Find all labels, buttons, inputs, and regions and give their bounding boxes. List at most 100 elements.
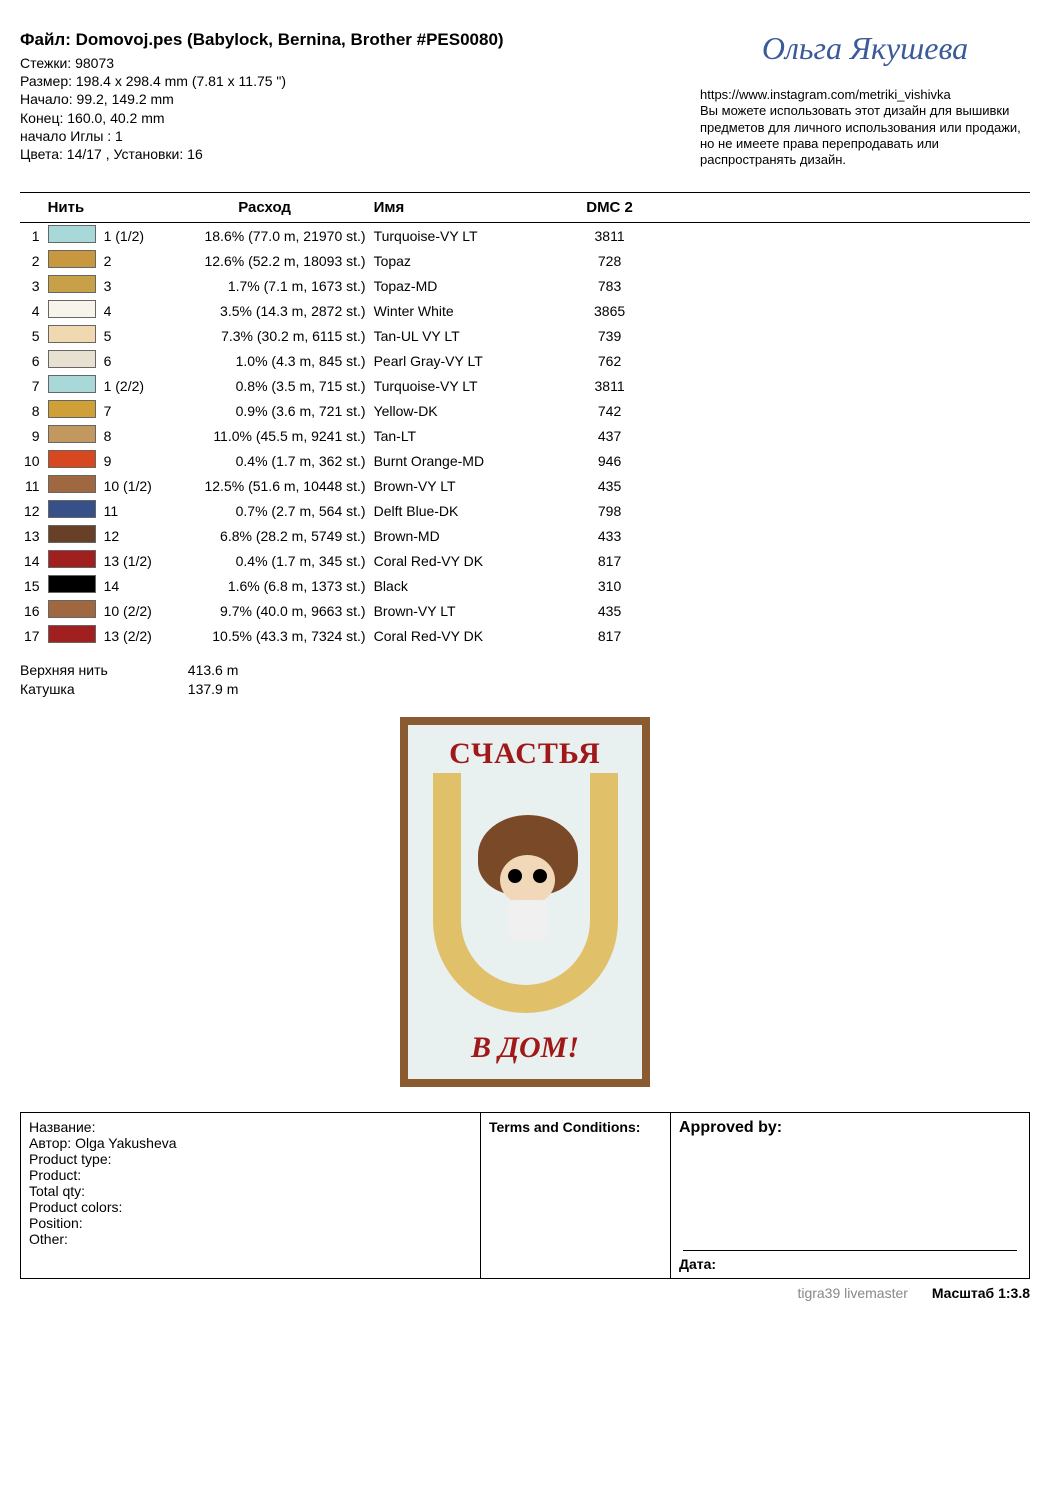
table-row: 11 (1/2)18.6% (77.0 m, 21970 st.)Turquoi… — [20, 223, 1030, 249]
row-swatch — [44, 348, 100, 373]
row-usage: 11.0% (45.5 m, 9241 st.) — [160, 423, 370, 448]
row-tnum: 11 — [100, 498, 160, 523]
disclaimer-url: https://www.instagram.com/metriki_vishiv… — [700, 87, 1030, 103]
row-dmc: 3811 — [570, 223, 650, 249]
row-swatch — [44, 248, 100, 273]
row-tnum: 12 — [100, 523, 160, 548]
row-tnum: 9 — [100, 448, 160, 473]
row-idx: 11 — [20, 473, 44, 498]
row-idx: 8 — [20, 398, 44, 423]
row-usage: 12.6% (52.2 m, 18093 st.) — [160, 248, 370, 273]
header-left: Файл: Domovoj.pes (Babylock, Bernina, Br… — [20, 30, 700, 168]
row-tnum: 8 — [100, 423, 160, 448]
row-tnum: 4 — [100, 298, 160, 323]
table-row: 2212.6% (52.2 m, 18093 st.)Topaz728 — [20, 248, 1030, 273]
thread-table: Нить Расход Имя DMC 2 11 (1/2)18.6% (77.… — [20, 192, 1030, 648]
row-name: Black — [370, 573, 570, 598]
row-swatch — [44, 423, 100, 448]
row-name: Winter White — [370, 298, 570, 323]
row-name: Brown-MD — [370, 523, 570, 548]
table-row: 870.9% (3.6 m, 721 st.)Yellow-DK742 — [20, 398, 1030, 423]
row-dmc: 3865 — [570, 298, 650, 323]
row-idx: 1 — [20, 223, 44, 249]
row-swatch — [44, 623, 100, 648]
preview-text-bottom: В ДОМ! — [408, 1031, 642, 1065]
row-idx: 6 — [20, 348, 44, 373]
table-row: 13126.8% (28.2 m, 5749 st.)Brown-MD433 — [20, 523, 1030, 548]
row-name: Brown-VY LT — [370, 598, 570, 623]
scale-label: Масштаб 1:3.8 — [932, 1285, 1030, 1301]
row-tnum: 7 — [100, 398, 160, 423]
row-usage: 0.8% (3.5 m, 715 st.) — [160, 373, 370, 398]
row-name: Topaz — [370, 248, 570, 273]
meta-needle: начало Иглы : 1 — [20, 127, 700, 145]
footer-info-line: Total qty: — [29, 1183, 472, 1199]
footer-info-line: Other: — [29, 1231, 472, 1247]
row-idx: 17 — [20, 623, 44, 648]
row-name: Brown-VY LT — [370, 473, 570, 498]
row-name: Delft Blue-DK — [370, 498, 570, 523]
design-preview: СЧАСТЬЯ В ДОМ! — [400, 717, 650, 1087]
row-usage: 0.9% (3.6 m, 721 st.) — [160, 398, 370, 423]
row-usage: 0.4% (1.7 m, 345 st.) — [160, 548, 370, 573]
footer-info-line: Product: — [29, 1167, 472, 1183]
row-dmc: 783 — [570, 273, 650, 298]
row-name: Turquoise-VY LT — [370, 373, 570, 398]
footer-boxes: Название:Автор: Olga YakushevaProduct ty… — [20, 1112, 1030, 1279]
row-swatch — [44, 473, 100, 498]
signature-line — [683, 1227, 1017, 1251]
row-idx: 13 — [20, 523, 44, 548]
row-swatch — [44, 273, 100, 298]
row-usage: 10.5% (43.3 m, 7324 st.) — [160, 623, 370, 648]
row-idx: 4 — [20, 298, 44, 323]
footer-info-line: Название: — [29, 1119, 472, 1135]
table-row: 1610 (2/2)9.7% (40.0 m, 9663 st.)Brown-V… — [20, 598, 1030, 623]
row-name: Pearl Gray-VY LT — [370, 348, 570, 373]
table-row: 15141.6% (6.8 m, 1373 st.)Black310 — [20, 573, 1030, 598]
row-tnum: 1 (2/2) — [100, 373, 160, 398]
footer-info-line: Автор: Olga Yakusheva — [29, 1135, 472, 1151]
row-swatch — [44, 298, 100, 323]
watermark: tigra39 livemaster — [797, 1285, 908, 1301]
row-name: Tan-UL VY LT — [370, 323, 570, 348]
meta-colors: Цвета: 14/17 , Установки: 16 — [20, 145, 700, 163]
header: Файл: Domovoj.pes (Babylock, Bernina, Br… — [20, 30, 1030, 168]
footer-info-line: Product type: — [29, 1151, 472, 1167]
table-row: 71 (2/2)0.8% (3.5 m, 715 st.)Turquoise-V… — [20, 373, 1030, 398]
meta-size: Размер: 198.4 x 298.4 mm (7.81 x 11.75 "… — [20, 72, 700, 90]
row-dmc: 742 — [570, 398, 650, 423]
row-tnum: 3 — [100, 273, 160, 298]
bottom-line: tigra39 livemaster Масштаб 1:3.8 — [20, 1285, 1030, 1301]
row-dmc: 437 — [570, 423, 650, 448]
row-idx: 5 — [20, 323, 44, 348]
th-usage: Расход — [160, 193, 370, 223]
row-swatch — [44, 523, 100, 548]
row-idx: 15 — [20, 573, 44, 598]
table-row: 9811.0% (45.5 m, 9241 st.)Tan-LT437 — [20, 423, 1030, 448]
table-row: 443.5% (14.3 m, 2872 st.)Winter White386… — [20, 298, 1030, 323]
row-usage: 1.7% (7.1 m, 1673 st.) — [160, 273, 370, 298]
row-dmc: 739 — [570, 323, 650, 348]
row-swatch — [44, 323, 100, 348]
table-row: 1413 (1/2)0.4% (1.7 m, 345 st.)Coral Red… — [20, 548, 1030, 573]
row-dmc: 435 — [570, 473, 650, 498]
row-name: Coral Red-VY DK — [370, 623, 570, 648]
meta-start: Начало: 99.2, 149.2 mm — [20, 90, 700, 108]
row-dmc: 435 — [570, 598, 650, 623]
row-usage: 0.7% (2.7 m, 564 st.) — [160, 498, 370, 523]
signature: Ольга Якушева — [700, 30, 1030, 67]
row-idx: 10 — [20, 448, 44, 473]
row-tnum: 1 (1/2) — [100, 223, 160, 249]
row-usage: 3.5% (14.3 m, 2872 st.) — [160, 298, 370, 323]
row-idx: 16 — [20, 598, 44, 623]
row-swatch — [44, 498, 100, 523]
row-dmc: 3811 — [570, 373, 650, 398]
row-swatch — [44, 598, 100, 623]
row-swatch — [44, 573, 100, 598]
row-usage: 18.6% (77.0 m, 21970 st.) — [160, 223, 370, 249]
preview-wrap: СЧАСТЬЯ В ДОМ! — [20, 717, 1030, 1092]
row-dmc: 817 — [570, 623, 650, 648]
date-label: Дата: — [679, 1256, 1021, 1272]
table-row: 1110 (1/2)12.5% (51.6 m, 10448 st.)Brown… — [20, 473, 1030, 498]
approved-by-label: Approved by: — [679, 1119, 1021, 1137]
